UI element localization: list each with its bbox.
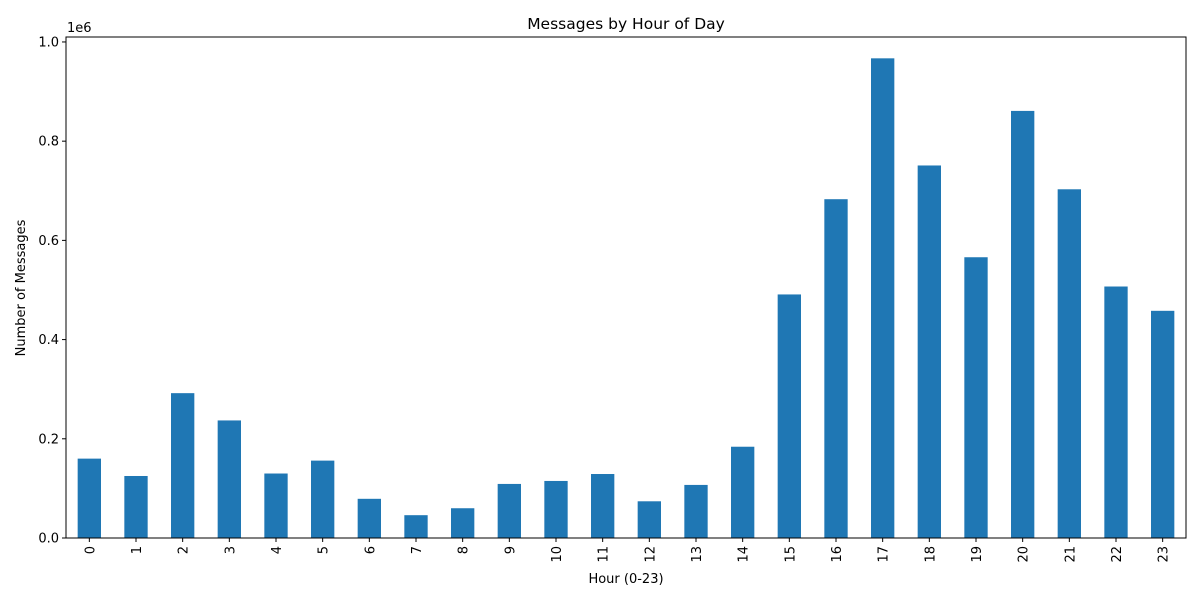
bar: [1151, 310, 1175, 538]
y-scale-label: 1e6: [67, 21, 92, 36]
x-tick-label: 9: [503, 546, 518, 554]
bar: [451, 508, 475, 538]
bar: [684, 484, 708, 538]
x-tick-label: 6: [363, 546, 378, 554]
bar: [824, 199, 848, 538]
x-tick-label: 17: [877, 546, 892, 563]
bar: [497, 483, 521, 538]
bar: [1057, 189, 1081, 538]
y-axis-label: Number of Messages: [14, 219, 29, 356]
x-tick-label: 13: [690, 546, 705, 563]
x-tick-label: 20: [1017, 546, 1032, 563]
bar: [777, 294, 801, 538]
bar: [171, 393, 195, 538]
plot-frame: [65, 36, 1187, 539]
bar: [217, 420, 241, 538]
bar: [311, 460, 335, 538]
bar: [124, 475, 148, 538]
plot-area: 0 1 2 3 4 5 6 7 8 9 10 11 12 13 14 15 16 17 18 19 20 21 22 230.…: [38, 35, 1187, 563]
bar: [404, 515, 428, 538]
x-tick-label: 23: [1157, 546, 1172, 563]
x-tick-label: 5: [317, 546, 332, 554]
bar: [77, 458, 101, 538]
x-tick-label: 4: [270, 546, 285, 554]
y-tick-label: 0.4: [38, 333, 59, 348]
x-tick-label: 1: [130, 546, 145, 554]
y-tick-label: 0.0: [38, 532, 59, 547]
y-tick-label: 1.0: [38, 35, 59, 50]
bar: [917, 165, 941, 539]
x-axis-label: Hour (0-23): [588, 572, 663, 587]
x-tick-label: 8: [457, 546, 472, 554]
x-tick-label: 21: [1063, 546, 1078, 563]
x-tick-label: 11: [597, 546, 612, 563]
x-tick-label: 22: [1110, 546, 1125, 563]
x-tick-label: 14: [737, 546, 752, 563]
bar: [964, 257, 988, 538]
bar: [1104, 286, 1128, 538]
x-tick-label: 16: [830, 546, 845, 563]
x-tick-label: 15: [783, 546, 798, 563]
x-tick-label: 12: [643, 546, 658, 563]
bar: [731, 446, 755, 538]
chart-title: Messages by Hour of Day: [527, 15, 725, 33]
x-tick-label: 2: [177, 546, 192, 554]
x-tick-label: 19: [970, 546, 985, 563]
x-tick-label: 7: [410, 546, 425, 554]
y-tick-label: 0.6: [38, 234, 59, 249]
bar: [637, 501, 661, 538]
x-tick-label: 18: [923, 546, 938, 563]
y-tick-label: 0.2: [38, 432, 59, 447]
bar: [1011, 110, 1035, 538]
x-tick-label: 3: [223, 546, 238, 554]
y-tick-label: 0.8: [38, 135, 59, 150]
bar: [544, 480, 568, 538]
bar: [357, 498, 381, 538]
bar: [591, 474, 615, 538]
x-tick-label: 0: [83, 546, 98, 554]
x-tick-label: 10: [550, 546, 565, 563]
bar: [871, 58, 895, 538]
bar: [264, 473, 288, 538]
